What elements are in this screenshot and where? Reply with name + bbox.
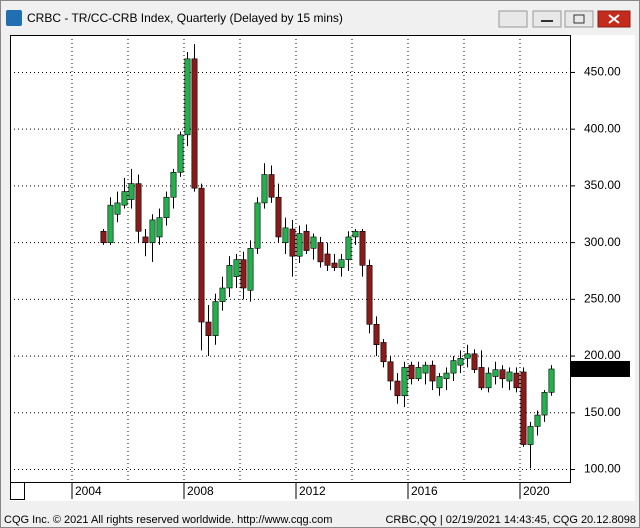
candle-body (359, 230, 366, 266)
candle-body (401, 367, 408, 397)
plot-border (10, 35, 571, 483)
x-tick-label: 2008 (187, 484, 214, 498)
maximize-button[interactable] (564, 10, 594, 28)
candle-body (331, 262, 338, 268)
candle-body (541, 392, 548, 416)
candle-body (394, 380, 401, 397)
candle-body (226, 265, 233, 289)
candle-body (121, 191, 128, 206)
y-tick-label: 300.00 (584, 235, 621, 249)
candle-body (219, 287, 226, 302)
candle-body (492, 369, 499, 377)
candle-body (436, 376, 443, 389)
candle-body (534, 414, 541, 427)
candle-body (387, 361, 394, 382)
candle-body (422, 364, 429, 374)
candle-body (296, 233, 303, 257)
y-tick-label: 400.00 (584, 121, 621, 135)
app-icon (6, 10, 22, 26)
candle-body (198, 187, 205, 323)
candle-body (142, 236, 149, 243)
candle-body (485, 372, 492, 389)
y-tick-label: 100.00 (584, 462, 621, 476)
candle-body (380, 342, 387, 363)
y-tick-label: 150.00 (584, 405, 621, 419)
x-tick-label: 2004 (75, 484, 102, 498)
status-right: CRBC,QQ | 02/19/2021 14:43:45, CQG 20.12… (385, 514, 636, 526)
candle-body (478, 367, 485, 389)
scroll-box[interactable] (10, 482, 25, 500)
candle-body (443, 372, 450, 380)
candle-body (254, 202, 261, 249)
candle-body (520, 371, 527, 445)
x-tick-label: 2016 (411, 484, 438, 498)
candle-body (527, 426, 534, 445)
chart-panel (10, 35, 635, 501)
candle-body (338, 259, 345, 268)
candle-body (156, 217, 163, 238)
candle-body (100, 230, 107, 243)
candle-body (191, 58, 198, 189)
candle-body (366, 265, 373, 325)
candle-body (303, 230, 310, 251)
last-price-label: 188.62 (584, 361, 621, 375)
candle-body (149, 219, 156, 243)
candle-body (345, 236, 352, 260)
candle-body (464, 353, 471, 359)
candle-body (457, 358, 464, 366)
candle-body (247, 247, 254, 291)
candle-body (429, 364, 436, 382)
candle-body (373, 324, 380, 346)
candle-body (261, 174, 268, 204)
candle-body (212, 301, 219, 336)
candle-body (317, 242, 324, 263)
candle-body (233, 259, 240, 277)
candle-body (324, 253, 331, 266)
candle-body (107, 204, 114, 243)
candle-body (506, 371, 513, 382)
y-tick-label: 250.00 (584, 292, 621, 306)
candle-body (240, 259, 247, 289)
maximize-icon (573, 14, 585, 24)
candle-body (415, 367, 422, 380)
candle-body (268, 174, 275, 198)
candle-body (275, 196, 282, 238)
y-tick-label: 450.00 (584, 65, 621, 79)
candle-body (471, 353, 478, 370)
x-tick-label: 2012 (299, 484, 326, 498)
close-icon (608, 14, 620, 24)
y-tick-label: 350.00 (584, 178, 621, 192)
candle-body (184, 58, 191, 136)
candle-body (450, 360, 457, 374)
pin-button[interactable] (498, 10, 528, 28)
y-tick-label: 200.00 (584, 348, 621, 362)
candle-body (205, 321, 212, 336)
candle-body (128, 183, 135, 200)
status-left: CQG Inc. © 2021 All rights reserved worl… (4, 514, 332, 526)
candle-body (163, 196, 170, 218)
candle-body (114, 202, 121, 215)
candle-body (548, 368, 555, 393)
candle-body (135, 183, 142, 232)
candle-body (282, 227, 289, 243)
candle-body (310, 236, 317, 249)
candle-body (499, 369, 506, 380)
candle-body (408, 364, 415, 380)
last-price-box (570, 360, 630, 377)
window-title: CRBC - TR/CC-CRB Index, Quarterly (Delay… (27, 11, 343, 25)
candle-body (170, 171, 177, 198)
minimize-button[interactable] (532, 10, 562, 28)
x-tick-label: 2020 (523, 484, 550, 498)
candle-body (177, 134, 184, 173)
candle-body (513, 372, 520, 389)
candle-body (289, 228, 296, 257)
candle-body (352, 230, 359, 238)
